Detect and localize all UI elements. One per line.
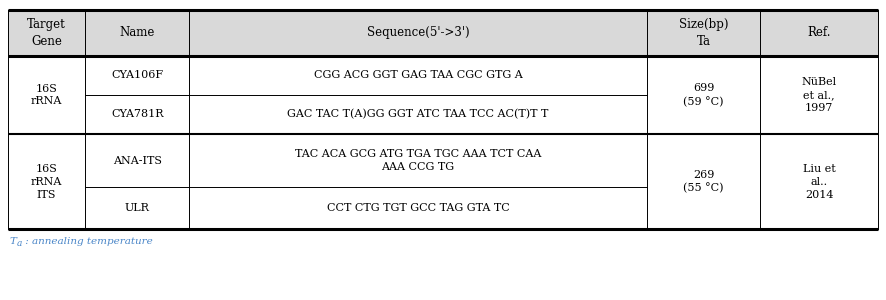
Bar	[190, 10, 647, 56]
Text: : annealing temperature: : annealing temperature	[22, 238, 152, 247]
Text: 16S
rRNA: 16S rRNA	[31, 83, 62, 106]
Text: Target
Gene: Target Gene	[27, 18, 66, 48]
Bar	[647, 10, 760, 56]
Text: Size(bp)
Ta: Size(bp) Ta	[679, 18, 728, 48]
Text: Ref.: Ref.	[807, 26, 831, 39]
Text: ULR: ULR	[125, 203, 150, 214]
Text: NüBel
et al.,
1997: NüBel et al., 1997	[802, 77, 836, 113]
Bar	[760, 134, 878, 230]
Bar	[190, 134, 647, 230]
Text: 269
(55 °C): 269 (55 °C)	[683, 170, 724, 194]
Bar	[85, 56, 190, 134]
Text: GAC TAC T(A)GG GGT ATC TAA TCC AC(T)T T: GAC TAC T(A)GG GGT ATC TAA TCC AC(T)T T	[287, 109, 548, 120]
Text: TAC ACA GCG ATG TGA TGC AAA TCT CAA
AAA CCG TG: TAC ACA GCG ATG TGA TGC AAA TCT CAA AAA …	[295, 149, 541, 172]
Text: CGG ACG GGT GAG TAA CGC GTG A: CGG ACG GGT GAG TAA CGC GTG A	[314, 70, 523, 80]
Bar	[760, 56, 878, 134]
Bar	[760, 10, 878, 56]
Text: T: T	[10, 238, 17, 247]
Text: Sequence(5'->3'): Sequence(5'->3')	[367, 26, 470, 39]
Bar	[647, 56, 760, 134]
Text: CYA106F: CYA106F	[111, 70, 163, 80]
Text: Name: Name	[120, 26, 155, 39]
Bar	[647, 134, 760, 230]
Text: CYA781R: CYA781R	[111, 110, 163, 119]
Text: a: a	[17, 239, 22, 248]
Bar	[190, 56, 647, 134]
Text: 16S
rRNA
ITS: 16S rRNA ITS	[31, 164, 62, 200]
Text: 699
(59 °C): 699 (59 °C)	[683, 83, 724, 107]
Bar	[8, 10, 85, 56]
Text: Liu et
al..
2014: Liu et al.. 2014	[803, 164, 835, 200]
Bar	[85, 134, 190, 230]
Bar	[8, 56, 85, 134]
Text: ANA-ITS: ANA-ITS	[113, 156, 161, 166]
Text: CCT CTG TGT GCC TAG GTA TC: CCT CTG TGT GCC TAG GTA TC	[327, 203, 509, 214]
Bar	[8, 134, 85, 230]
Bar	[85, 10, 190, 56]
